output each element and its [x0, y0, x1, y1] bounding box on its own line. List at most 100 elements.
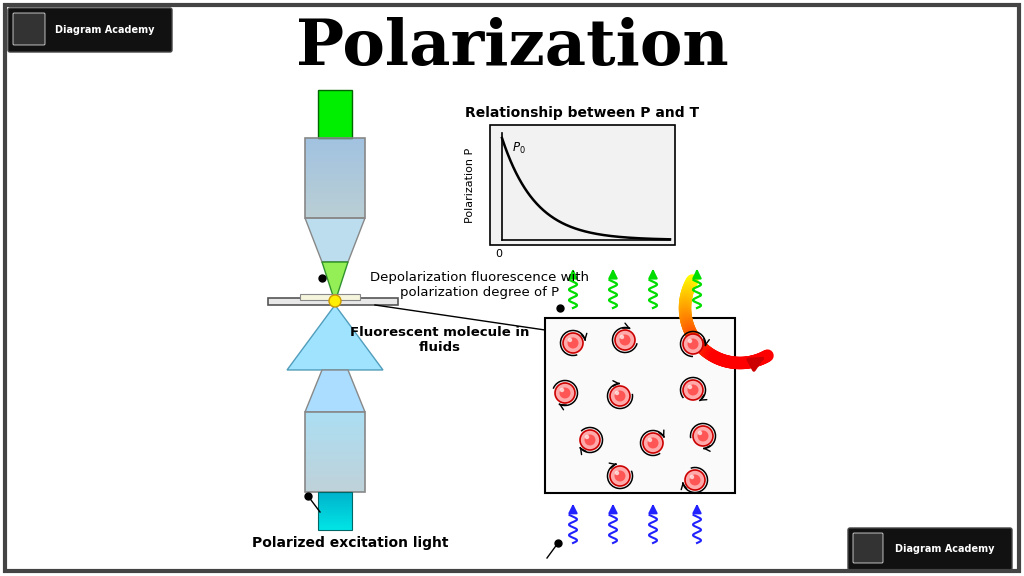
Bar: [318, 518, 352, 519]
Bar: [305, 202, 365, 203]
Bar: [318, 508, 352, 509]
Bar: [305, 473, 365, 474]
Circle shape: [580, 430, 600, 450]
Bar: [305, 207, 365, 208]
Bar: [305, 212, 365, 213]
Bar: [305, 195, 365, 196]
Bar: [305, 448, 365, 449]
Bar: [268, 298, 398, 305]
Bar: [305, 166, 365, 167]
Bar: [305, 431, 365, 432]
Bar: [305, 416, 365, 417]
Bar: [305, 157, 365, 158]
Bar: [318, 513, 352, 514]
Bar: [305, 479, 365, 480]
Bar: [305, 464, 365, 465]
Bar: [305, 467, 365, 468]
Bar: [318, 509, 352, 510]
Bar: [305, 452, 365, 453]
FancyBboxPatch shape: [13, 13, 45, 45]
Bar: [305, 161, 365, 162]
Bar: [318, 496, 352, 497]
Circle shape: [585, 434, 596, 445]
Circle shape: [567, 338, 572, 342]
Circle shape: [560, 388, 564, 392]
Bar: [305, 478, 365, 479]
Bar: [318, 505, 352, 506]
Bar: [300, 294, 360, 300]
Bar: [305, 488, 365, 489]
Bar: [305, 412, 365, 492]
Bar: [305, 200, 365, 201]
Bar: [305, 474, 365, 475]
Circle shape: [614, 391, 626, 401]
Circle shape: [329, 295, 341, 307]
Bar: [305, 417, 365, 418]
Bar: [305, 203, 365, 204]
Circle shape: [685, 470, 705, 490]
Bar: [318, 495, 352, 496]
Bar: [305, 441, 365, 442]
Bar: [305, 215, 365, 216]
Circle shape: [614, 471, 626, 482]
Bar: [305, 170, 365, 171]
Bar: [305, 211, 365, 212]
Bar: [318, 493, 352, 494]
Bar: [305, 139, 365, 140]
Bar: [305, 434, 365, 435]
Bar: [318, 503, 352, 504]
Bar: [305, 461, 365, 462]
Bar: [318, 492, 352, 530]
Circle shape: [585, 435, 589, 439]
Bar: [305, 162, 365, 163]
Bar: [305, 191, 365, 192]
Circle shape: [643, 433, 663, 453]
Bar: [305, 418, 365, 419]
Bar: [318, 514, 352, 515]
Bar: [318, 498, 352, 499]
Bar: [305, 151, 365, 152]
Text: Relationship between P and T: Relationship between P and T: [466, 106, 699, 120]
Bar: [305, 414, 365, 415]
Bar: [305, 141, 365, 142]
Bar: [305, 217, 365, 218]
Bar: [305, 145, 365, 146]
Circle shape: [683, 334, 703, 354]
Circle shape: [610, 466, 630, 486]
Bar: [318, 527, 352, 528]
Bar: [305, 465, 365, 466]
Bar: [305, 205, 365, 206]
Text: Polarized excitation light: Polarized excitation light: [252, 536, 449, 550]
Bar: [305, 168, 365, 169]
Bar: [305, 485, 365, 486]
Circle shape: [693, 426, 713, 446]
FancyBboxPatch shape: [853, 533, 883, 563]
Bar: [305, 147, 365, 148]
Bar: [305, 490, 365, 491]
Bar: [305, 437, 365, 438]
Bar: [305, 163, 365, 164]
Bar: [305, 454, 365, 455]
Bar: [305, 198, 365, 199]
Bar: [305, 423, 365, 424]
Bar: [305, 178, 365, 179]
Bar: [305, 468, 365, 469]
Bar: [318, 502, 352, 503]
Bar: [318, 506, 352, 507]
Bar: [305, 469, 365, 470]
Bar: [305, 208, 365, 209]
Bar: [318, 515, 352, 516]
Circle shape: [688, 339, 692, 343]
Bar: [318, 521, 352, 522]
Bar: [305, 457, 365, 458]
Bar: [305, 421, 365, 422]
Bar: [305, 449, 365, 450]
Circle shape: [683, 380, 703, 400]
Bar: [305, 181, 365, 182]
Bar: [305, 180, 365, 181]
Bar: [305, 184, 365, 185]
Bar: [305, 432, 365, 433]
Circle shape: [559, 388, 570, 399]
Bar: [318, 90, 352, 138]
Bar: [305, 189, 365, 190]
